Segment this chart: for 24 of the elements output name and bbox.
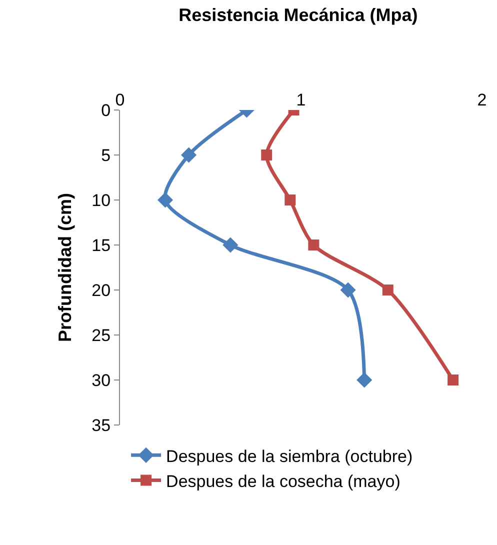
point	[157, 192, 174, 208]
y-tick-label: 25	[92, 326, 111, 345]
point	[448, 374, 459, 386]
x-tick-label: 0	[115, 90, 125, 110]
point	[340, 282, 356, 298]
y-tick-label: 15	[92, 236, 111, 255]
point	[382, 284, 394, 296]
x-tick-label: 2	[477, 90, 487, 110]
chart-title: Resistencia Mecánica (Mpa)	[178, 4, 418, 25]
y-tick-label: 35	[92, 416, 111, 435]
y-tick-label: 30	[92, 370, 111, 390]
point	[261, 150, 272, 160]
y-axis-title: Profundidad (cm)	[54, 193, 75, 342]
point	[180, 147, 197, 163]
point	[356, 372, 372, 388]
y-tick-label: 20	[92, 280, 111, 300]
point	[284, 194, 296, 206]
point	[222, 237, 238, 253]
x-tick-label: 1	[296, 90, 306, 110]
legend-label: Despues de la siembra (octubre)	[166, 446, 413, 466]
point	[308, 240, 320, 250]
y-tick-label: 5	[101, 146, 111, 165]
y-tick-label: 10	[92, 190, 111, 210]
legend-label: Despues de la cosecha (mayo)	[166, 472, 400, 491]
